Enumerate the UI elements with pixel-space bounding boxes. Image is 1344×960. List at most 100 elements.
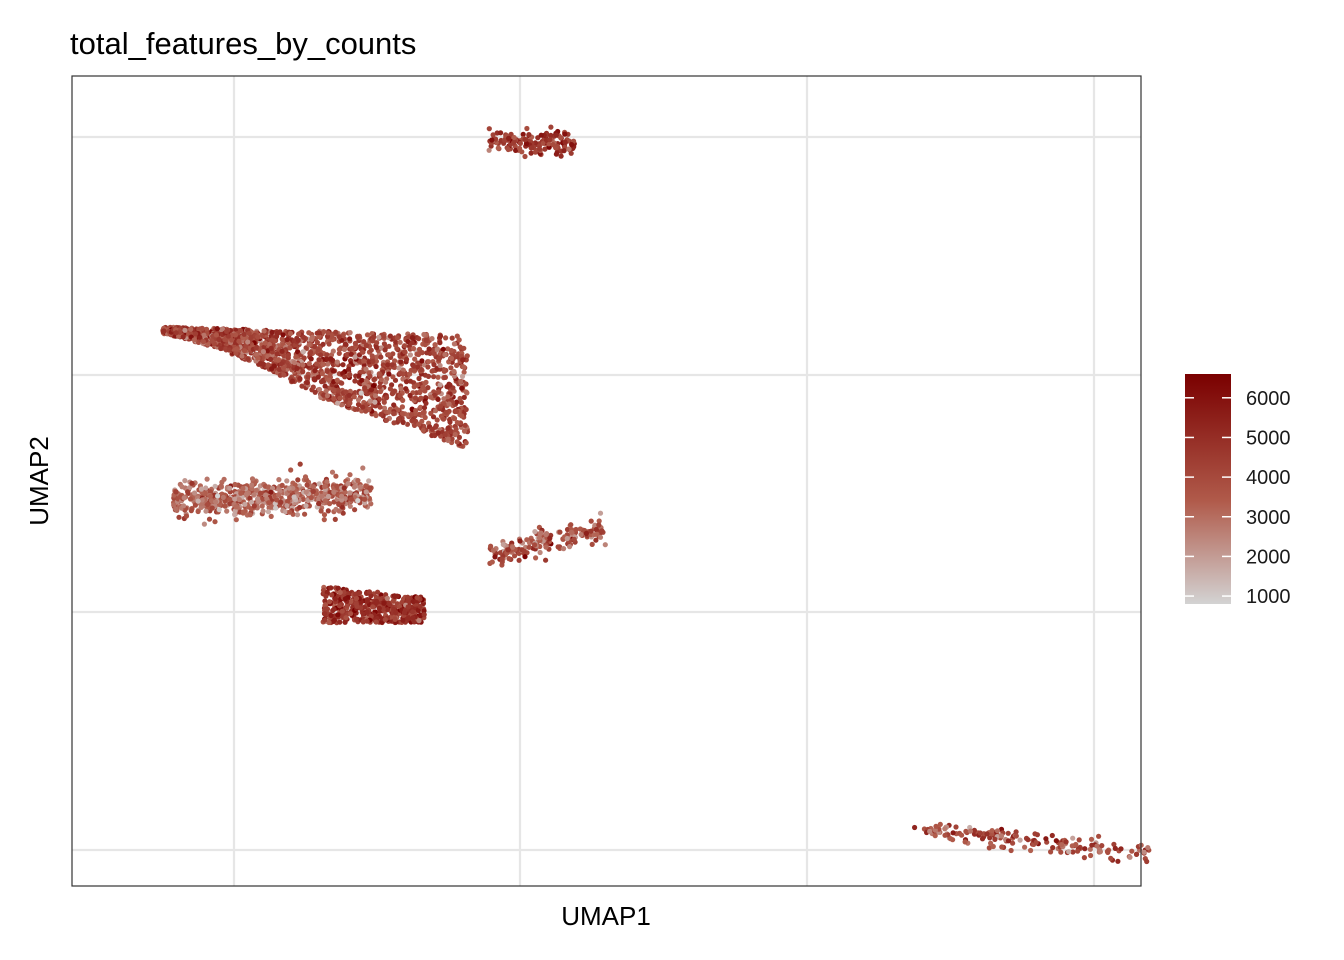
data-point bbox=[436, 355, 443, 361]
data-point bbox=[317, 352, 324, 358]
data-point bbox=[290, 485, 296, 491]
data-point bbox=[204, 326, 210, 332]
data-point bbox=[497, 550, 503, 556]
data-point bbox=[536, 535, 543, 541]
data-point bbox=[536, 146, 543, 152]
data-point bbox=[279, 348, 285, 354]
data-point bbox=[355, 397, 362, 403]
data-point bbox=[387, 333, 393, 339]
data-point bbox=[392, 358, 398, 364]
data-point bbox=[417, 603, 423, 609]
data-point bbox=[442, 432, 448, 438]
data-point bbox=[458, 378, 464, 385]
data-point bbox=[171, 502, 177, 508]
data-point bbox=[355, 477, 361, 484]
data-point bbox=[366, 478, 372, 484]
data-point bbox=[287, 330, 294, 337]
data-point bbox=[383, 417, 390, 423]
y-axis-label: UMAP2 bbox=[24, 436, 54, 526]
data-point bbox=[191, 337, 197, 343]
data-point bbox=[429, 336, 435, 342]
data-point bbox=[567, 544, 573, 550]
data-point bbox=[188, 326, 194, 332]
data-point bbox=[382, 347, 388, 353]
data-point bbox=[220, 326, 226, 332]
data-point bbox=[443, 409, 449, 415]
data-point bbox=[423, 379, 429, 385]
data-point bbox=[304, 482, 310, 488]
data-point bbox=[245, 339, 251, 345]
data-point bbox=[364, 598, 370, 604]
data-point bbox=[302, 511, 308, 517]
data-point bbox=[364, 609, 370, 615]
data-point bbox=[578, 531, 584, 538]
data-point bbox=[396, 416, 402, 422]
data-point bbox=[453, 408, 460, 415]
data-point bbox=[1028, 847, 1034, 854]
data-point bbox=[384, 595, 390, 602]
data-point bbox=[486, 126, 492, 132]
data-point bbox=[353, 595, 360, 602]
colorbar bbox=[1185, 374, 1231, 604]
data-point bbox=[390, 374, 396, 380]
data-point bbox=[1053, 838, 1059, 844]
data-point bbox=[564, 526, 571, 533]
data-point bbox=[451, 416, 457, 422]
data-point bbox=[263, 492, 269, 498]
data-point bbox=[209, 338, 215, 344]
data-point bbox=[314, 339, 320, 346]
data-point bbox=[363, 366, 369, 372]
data-point bbox=[308, 349, 314, 355]
data-point bbox=[287, 495, 293, 501]
data-point bbox=[529, 145, 535, 151]
data-point bbox=[370, 338, 376, 344]
data-point bbox=[331, 396, 337, 402]
data-point bbox=[421, 612, 427, 618]
data-point bbox=[1087, 846, 1093, 852]
data-point bbox=[999, 844, 1005, 850]
data-point bbox=[400, 367, 406, 373]
data-point bbox=[349, 345, 355, 351]
data-point bbox=[325, 361, 331, 367]
data-point bbox=[199, 497, 205, 503]
data-point bbox=[346, 366, 352, 372]
data-point bbox=[988, 840, 994, 846]
data-point bbox=[1108, 855, 1114, 862]
data-point bbox=[238, 490, 244, 496]
data-point bbox=[596, 518, 602, 524]
data-point bbox=[394, 335, 400, 341]
data-point bbox=[360, 619, 366, 625]
data-point bbox=[1144, 858, 1150, 865]
data-point bbox=[371, 334, 377, 340]
data-point bbox=[332, 596, 339, 602]
data-point bbox=[268, 489, 274, 495]
data-point bbox=[318, 508, 324, 514]
data-point bbox=[189, 480, 195, 486]
data-point bbox=[987, 835, 993, 841]
data-point bbox=[232, 332, 239, 338]
data-point bbox=[367, 373, 373, 379]
data-point bbox=[253, 345, 259, 351]
data-point bbox=[324, 352, 330, 358]
data-point bbox=[251, 503, 257, 509]
data-point bbox=[409, 340, 415, 346]
data-point bbox=[181, 503, 187, 509]
data-point bbox=[426, 346, 432, 352]
data-point bbox=[280, 337, 286, 343]
data-point bbox=[403, 379, 410, 385]
data-point bbox=[243, 491, 249, 497]
data-point bbox=[1112, 845, 1118, 852]
data-point bbox=[537, 530, 543, 537]
data-point bbox=[451, 368, 457, 375]
data-point bbox=[363, 408, 369, 414]
data-point bbox=[463, 440, 469, 446]
data-point bbox=[382, 617, 388, 623]
data-point bbox=[461, 428, 468, 434]
data-point bbox=[314, 361, 320, 367]
data-point bbox=[1145, 845, 1151, 851]
data-point bbox=[216, 507, 222, 513]
data-point bbox=[1059, 842, 1065, 848]
data-point bbox=[562, 139, 568, 145]
data-point bbox=[339, 497, 345, 503]
data-point bbox=[932, 833, 938, 839]
